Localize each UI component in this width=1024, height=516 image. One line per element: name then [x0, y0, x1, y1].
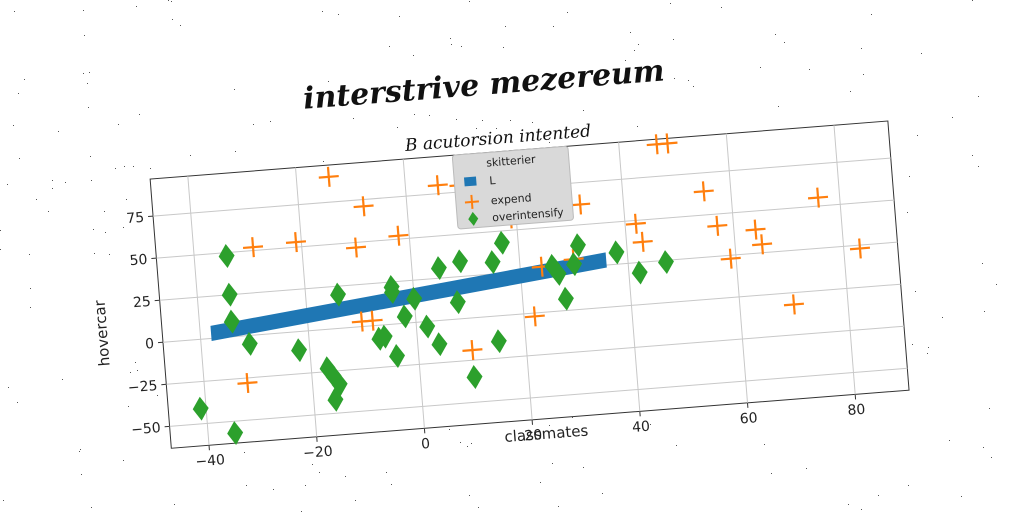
expend-point-v — [761, 234, 763, 254]
x-tick-label: 80 — [847, 402, 866, 419]
y-tick-label: 25 — [132, 294, 151, 311]
expend-point-v — [363, 196, 365, 216]
expend-point-v — [541, 257, 543, 277]
expend-point-v — [295, 232, 297, 252]
expend-point-v — [437, 175, 439, 195]
y-tick-label: 0 — [145, 336, 155, 353]
y-tick-label: 75 — [126, 210, 145, 227]
expend-point-v — [372, 311, 374, 331]
expend-point-v — [247, 373, 249, 393]
expend-point-v — [472, 340, 474, 360]
legend: skitterier L expend overintensify — [452, 146, 573, 229]
x-tick-label: −40 — [195, 452, 226, 470]
expend-point-v — [755, 220, 757, 240]
x-tick-label: −20 — [303, 444, 334, 462]
y-tick-label: −25 — [127, 378, 158, 396]
expend-point-v — [859, 238, 861, 258]
x-tick-label: 60 — [739, 410, 758, 427]
expend-point-v — [703, 181, 705, 201]
expend-point-v — [730, 249, 732, 269]
expend-point-v — [252, 237, 254, 257]
y-tick-labels: −50 −25 0 25 50 75 — [114, 210, 161, 439]
legend-swatch-L — [464, 176, 477, 186]
y-tick-label: −50 — [131, 420, 162, 438]
expend-point-v — [534, 306, 536, 326]
chart-title: interstrive mezereum — [302, 53, 666, 116]
expend-point-v — [579, 195, 581, 215]
expend-point-v — [398, 226, 400, 246]
y-axis-label: hovercar — [90, 299, 113, 367]
expend-point-v — [328, 167, 330, 187]
expend-point-v — [361, 312, 363, 332]
x-tick-label: 0 — [421, 436, 431, 453]
expend-point-v — [355, 238, 357, 258]
expend-point-v — [817, 188, 819, 208]
x-axis-label: classmates — [504, 421, 589, 446]
x-tick-label: 40 — [632, 419, 651, 436]
expend-point-v — [667, 133, 669, 153]
expend-point-v — [635, 214, 637, 234]
expend-point-v — [717, 216, 719, 236]
expend-point-v — [793, 294, 795, 314]
y-tick-label: 50 — [129, 252, 148, 269]
expend-point-v — [656, 134, 658, 154]
expend-point-v — [642, 232, 644, 252]
